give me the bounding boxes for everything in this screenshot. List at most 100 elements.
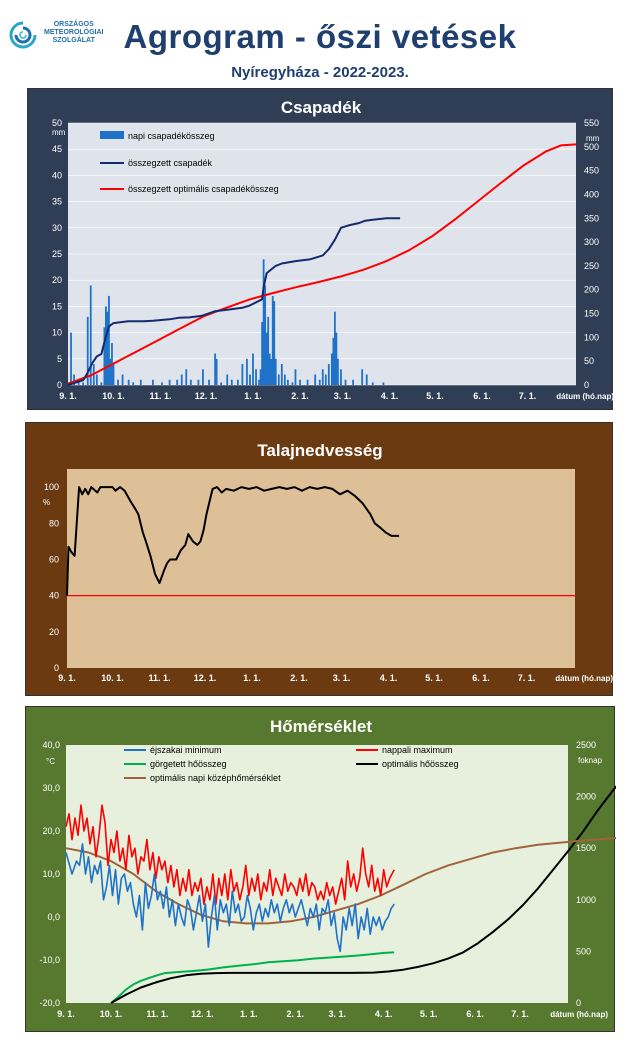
y-tick-label-left: 0 xyxy=(57,380,62,390)
y-tick-label-left: 10,0 xyxy=(42,869,60,879)
y-tick-label: 40 xyxy=(49,591,59,601)
legend-label-daily: napi csapadékösszeg xyxy=(128,131,215,141)
y-axis-unit-right: mm xyxy=(586,134,600,143)
legend-label: görgetett hőösszeg xyxy=(150,759,227,769)
precip-bar xyxy=(330,353,333,385)
y-tick-label-left: 20,0 xyxy=(42,826,60,836)
x-tick-label: 3. 1. xyxy=(328,1009,346,1019)
temperature-chart: Hőmérséklet -20,0 -10,0 0,0 10,0 20,0 30,0 40,0… xyxy=(39,717,625,1019)
precip-bar xyxy=(321,369,324,385)
y-tick-label-left: -10,0 xyxy=(39,955,60,965)
y-tick-label-left: 15 xyxy=(52,301,62,311)
precip-bar xyxy=(117,379,119,385)
precip-bar xyxy=(249,374,251,385)
series-soil-moisture xyxy=(66,486,400,596)
logo-swirl-icon xyxy=(9,21,37,49)
precip-bar xyxy=(95,374,98,385)
y-tick-label-right: 150 xyxy=(584,309,599,319)
logo-line-2: METEOROLÓGIAI xyxy=(44,29,104,36)
legend-label-cumulative: összegzett csapadék xyxy=(128,158,213,168)
legend-label: nappali maximum xyxy=(382,745,453,755)
precip-bar xyxy=(127,379,130,385)
x-tick-label: 12. 1. xyxy=(191,1009,214,1019)
y-tick-label-left: 40,0 xyxy=(42,740,60,750)
chart-title: Csapadék xyxy=(281,98,362,117)
logo-line-3: SZOLGÁLAT xyxy=(52,37,95,44)
precip-bar xyxy=(70,332,72,385)
legend-label-optimal: összegzett optimális csapadékösszeg xyxy=(128,184,279,194)
logo-text: ORSZÁGOS METEOROLÓGIAI SZOLGÁLAT xyxy=(44,21,104,45)
temperature-panel: Hőmérséklet -20,0 -10,0 0,0 10,0 20,0 30,0 40,0… xyxy=(25,706,625,1032)
header: ORSZÁGOS METEOROLÓGIAI SZOLGÁLAT Agrogra… xyxy=(0,0,640,88)
y-axis-unit: % xyxy=(43,498,50,507)
precip-bar xyxy=(352,379,354,385)
precip-bar xyxy=(333,311,336,385)
x-tick-label: 9. 1. xyxy=(57,1009,75,1019)
precip-bar xyxy=(241,364,244,385)
y-tick-label-left: 5 xyxy=(57,354,62,364)
y-tick-label-right: 2000 xyxy=(576,792,596,802)
y-tick-label-right: 300 xyxy=(584,237,599,247)
legend-swatch-daily xyxy=(100,131,124,139)
precip-bar xyxy=(259,369,262,385)
legend-label: optimális napi középhőmérséklet xyxy=(150,773,281,783)
plot-area xyxy=(67,469,575,668)
chart-title: Hőmérséklet xyxy=(270,717,372,736)
x-tick-label: 11. 1. xyxy=(148,673,170,683)
y-tick-label-left: 20 xyxy=(52,275,62,285)
y-tick-label-right: 350 xyxy=(584,213,599,223)
series-cumulative-precip xyxy=(67,217,401,386)
precip-bar xyxy=(261,322,264,385)
x-tick-label: 3. 1. xyxy=(334,391,352,401)
soil-moisture-panel: Talajnedvesség 0 20 40 60 80 100% 9. 1. 10. 1. 11… xyxy=(25,422,613,696)
precip-bar xyxy=(274,358,277,385)
legend-label: éjszakai minimum xyxy=(150,745,222,755)
precip-bar xyxy=(103,327,106,385)
precip-bar xyxy=(299,379,301,385)
precip-bar xyxy=(382,382,385,385)
precip-bar xyxy=(335,332,338,385)
precip-bar xyxy=(73,374,75,385)
precip-bar xyxy=(215,358,218,385)
y-tick-label-right: 2500 xyxy=(576,740,596,750)
omsz-logo: ORSZÁGOS METEOROLÓGIAI SZOLGÁLAT xyxy=(8,20,128,54)
y-tick-label-left: 25 xyxy=(52,249,62,259)
soil-moisture-chart: Talajnedvesség 0 20 40 60 80 100% 9. 1. 10. 1. 11… xyxy=(43,441,613,683)
precip-bar xyxy=(89,285,92,385)
precip-bar xyxy=(280,364,283,385)
y-tick-label-right: 0 xyxy=(584,380,589,390)
plot-area xyxy=(66,745,568,1003)
x-tick-label: 1. 1. xyxy=(244,391,262,401)
precip-bar xyxy=(286,379,289,385)
y-tick-label-right: 550 xyxy=(584,118,599,128)
y-tick-label-left: 40 xyxy=(52,170,62,180)
y-tick-label-left: 0,0 xyxy=(47,912,60,922)
x-tick-label: 6. 1. xyxy=(466,1009,484,1019)
y-tick-label-left: 30 xyxy=(52,223,62,233)
y-axis-unit-left: °C xyxy=(46,757,55,766)
y-tick-label-right: 0 xyxy=(576,998,581,1008)
x-axis-label: dátum (hó.nap) xyxy=(556,392,614,401)
precip-bar xyxy=(337,358,339,385)
x-tick-label: 10. 1. xyxy=(101,673,124,683)
precip-bar xyxy=(265,332,268,385)
x-tick-label: 11. 1. xyxy=(149,391,171,401)
chart-title: Talajnedvesség xyxy=(257,441,382,460)
y-tick-label-right: 1500 xyxy=(576,843,596,853)
precip-bar xyxy=(112,364,115,385)
precip-bar xyxy=(121,374,124,385)
precip-bar xyxy=(324,374,327,385)
precip-bar xyxy=(197,379,200,385)
x-tick-label: 7. 1. xyxy=(511,1009,529,1019)
page-title: Agrogram - őszi vetések xyxy=(123,18,517,55)
y-tick-label-right: 250 xyxy=(584,261,599,271)
y-tick-label-right: 450 xyxy=(584,166,599,176)
y-tick-label-left: 35 xyxy=(52,197,62,207)
precip-bar xyxy=(220,382,223,385)
y-tick-label: 0 xyxy=(54,663,59,673)
precip-bar xyxy=(105,306,107,385)
x-tick-label: 2. 1. xyxy=(287,1009,305,1019)
precip-bar xyxy=(283,374,286,385)
precip-bar xyxy=(246,358,248,385)
x-tick-label: 2. 1. xyxy=(291,391,309,401)
